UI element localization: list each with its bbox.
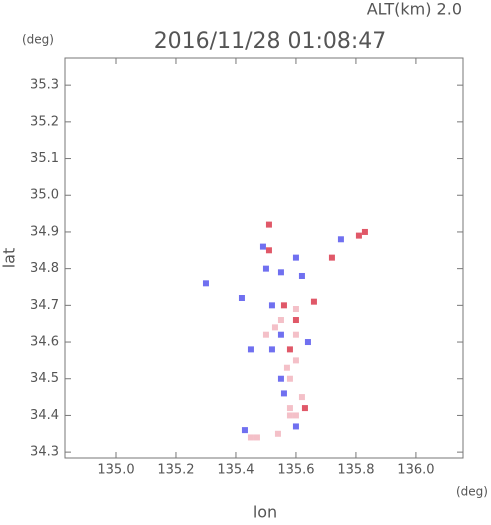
chart-title: 2016/11/28 01:08:47 bbox=[154, 29, 387, 54]
echo-cell bbox=[292, 317, 299, 324]
x-tick-label: 136.0 bbox=[397, 463, 434, 478]
y-tick-label: 34.7 bbox=[30, 298, 59, 313]
echo-cell bbox=[277, 317, 284, 324]
echo-cell bbox=[280, 390, 287, 397]
echo-cell bbox=[304, 339, 311, 346]
echo-cell bbox=[277, 331, 284, 338]
echo-cell bbox=[277, 269, 284, 276]
y-tick-label: 35.1 bbox=[30, 151, 59, 166]
echo-cell bbox=[268, 302, 275, 309]
echo-cell bbox=[280, 302, 287, 309]
echo-cell bbox=[274, 430, 281, 437]
echo-cell bbox=[262, 331, 269, 338]
echo-cell bbox=[253, 434, 260, 441]
y-tick-label: 34.9 bbox=[30, 224, 59, 239]
echo-cell bbox=[265, 221, 272, 228]
subtitle: ALT(km) 2.0 bbox=[367, 0, 462, 19]
echo-cell bbox=[265, 247, 272, 254]
echo-cell bbox=[298, 394, 305, 401]
echo-cell bbox=[328, 254, 335, 261]
echo-cell bbox=[238, 295, 245, 301]
echo-cell bbox=[262, 265, 269, 272]
echo-cell bbox=[292, 306, 299, 313]
x-tick-label: 135.8 bbox=[337, 463, 374, 478]
echo-cell bbox=[286, 375, 293, 382]
y-tick-label: 35.3 bbox=[30, 78, 59, 93]
x-tick-label: 135.4 bbox=[217, 463, 254, 478]
echo-cell bbox=[202, 280, 209, 287]
echo-cell bbox=[301, 405, 308, 412]
echo-cell bbox=[283, 364, 290, 371]
echo-cell bbox=[292, 412, 299, 419]
echo-cell bbox=[310, 298, 317, 305]
y-tick-label: 34.3 bbox=[30, 445, 59, 460]
echo-cell bbox=[292, 254, 299, 261]
y-axis-label: lat bbox=[0, 248, 19, 269]
x-tick-label: 135.6 bbox=[277, 463, 314, 478]
x-tick-label: 135.0 bbox=[97, 463, 134, 478]
x-unit: (deg) bbox=[456, 485, 488, 499]
echo-cell bbox=[292, 423, 299, 430]
y-tick-label: 34.4 bbox=[30, 408, 59, 423]
x-tick-label: 135.2 bbox=[157, 463, 194, 478]
echo-cell bbox=[277, 375, 284, 382]
echo-cell bbox=[361, 228, 368, 235]
echo-cell bbox=[247, 434, 254, 441]
echo-cell bbox=[247, 346, 254, 353]
echo-cell bbox=[268, 346, 275, 353]
echo-cell bbox=[271, 324, 278, 331]
echo-cell bbox=[292, 331, 299, 338]
y-unit: (deg) bbox=[22, 33, 54, 47]
echo-cell bbox=[298, 272, 305, 279]
y-tick-label: 34.6 bbox=[30, 335, 59, 350]
echo-cell bbox=[241, 427, 248, 434]
echo-cell bbox=[259, 243, 266, 250]
y-tick-label: 34.5 bbox=[30, 371, 59, 386]
echo-cell bbox=[286, 405, 293, 412]
y-tick-label: 35.0 bbox=[30, 188, 59, 203]
echo-cell bbox=[292, 357, 299, 364]
echo-cell bbox=[355, 232, 362, 239]
echo-cell bbox=[286, 346, 293, 353]
echo-cell bbox=[286, 412, 293, 419]
y-tick-label: 34.8 bbox=[30, 261, 59, 276]
x-axis-label: lon bbox=[253, 503, 277, 522]
plot-frame bbox=[64, 57, 464, 459]
echo-cell bbox=[337, 236, 344, 243]
y-tick-label: 35.2 bbox=[30, 114, 59, 129]
